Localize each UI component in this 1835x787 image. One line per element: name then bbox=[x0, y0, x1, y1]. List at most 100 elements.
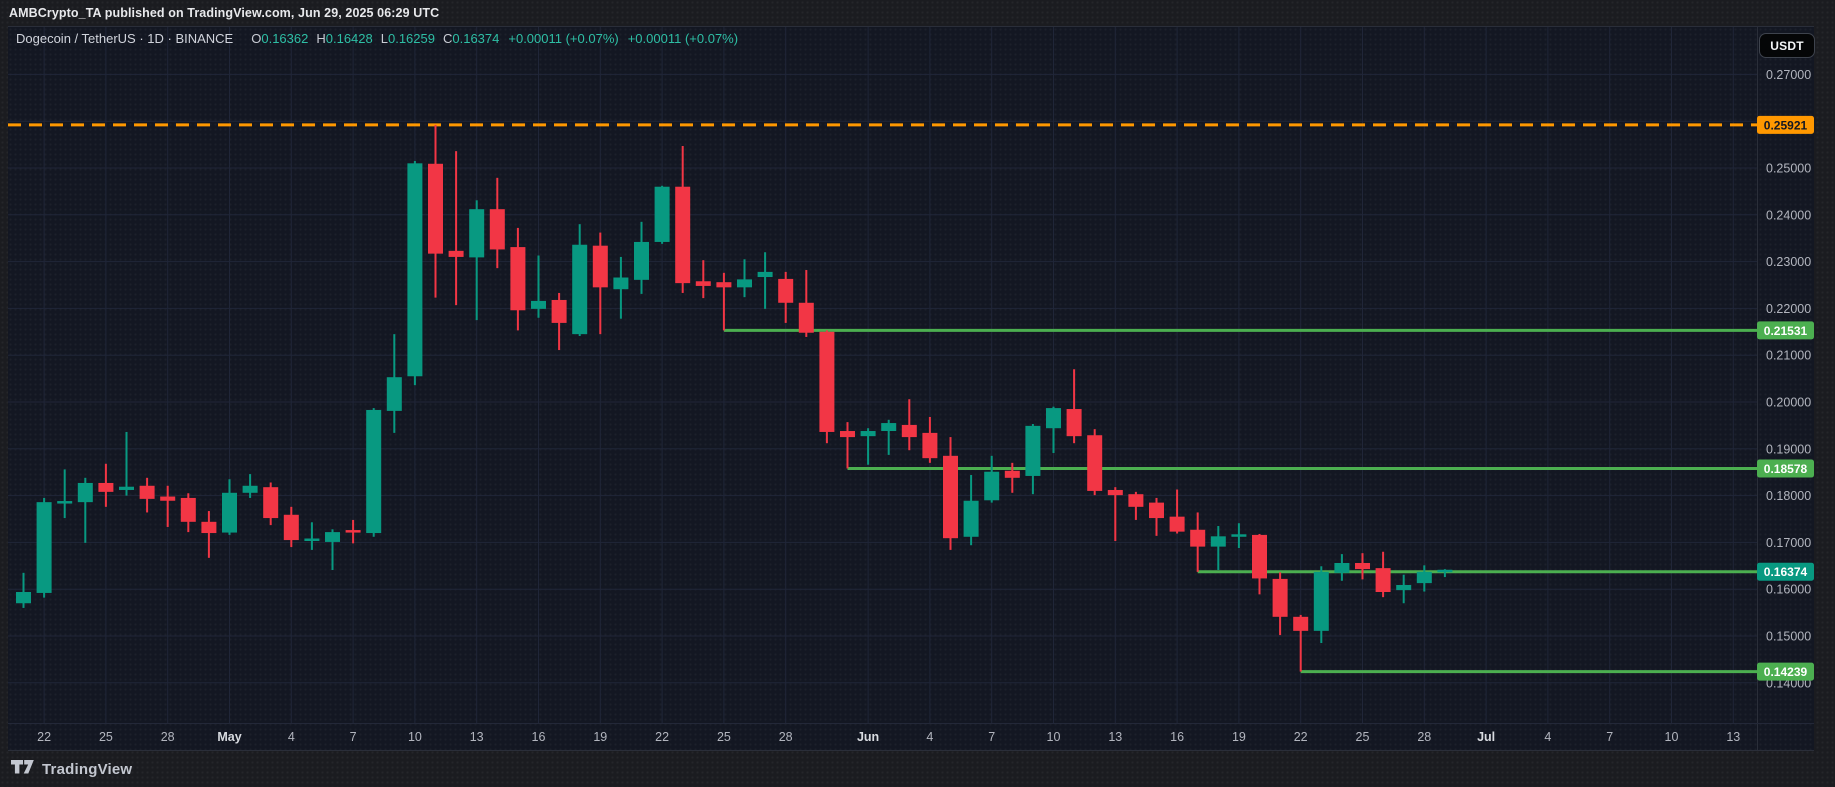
time-tick-label: 13 bbox=[1108, 730, 1122, 744]
candle-body bbox=[654, 186, 670, 242]
time-tick-label: 7 bbox=[350, 730, 357, 744]
candle-body bbox=[1293, 616, 1309, 631]
candle bbox=[1437, 569, 1453, 578]
candle-body bbox=[283, 514, 299, 541]
price-tick-label: 0.16000 bbox=[1766, 583, 1811, 597]
candle-body bbox=[36, 502, 52, 593]
candle-body bbox=[1375, 568, 1391, 593]
symbol-title[interactable]: Dogecoin / TetherUS · 1D · BINANCE bbox=[16, 31, 234, 46]
tradingview-brand-text[interactable]: TradingView bbox=[42, 761, 133, 778]
candle-wick bbox=[125, 431, 128, 496]
close-label: C bbox=[442, 31, 453, 46]
candle-body bbox=[366, 409, 382, 534]
candle-body bbox=[242, 485, 258, 493]
price-tick-label: 0.24000 bbox=[1766, 208, 1811, 222]
candle-body bbox=[1416, 571, 1432, 584]
candle-body bbox=[963, 500, 979, 537]
candle bbox=[1107, 487, 1123, 541]
level-price-label-text: 0.14239 bbox=[1764, 665, 1808, 679]
candle-body bbox=[634, 241, 649, 280]
time-tick-label: 4 bbox=[288, 730, 295, 744]
candle bbox=[139, 477, 155, 513]
candle-wick bbox=[207, 511, 210, 558]
candle bbox=[1169, 489, 1185, 534]
footer-bar: TradingView bbox=[0, 752, 1835, 787]
candle-body bbox=[1190, 529, 1206, 547]
price-tick-label: 0.22000 bbox=[1766, 302, 1811, 316]
candle-wick bbox=[722, 272, 725, 331]
candle bbox=[695, 260, 711, 299]
currency-usdt-button[interactable]: USDT bbox=[1759, 33, 1815, 58]
candle-body bbox=[16, 592, 31, 604]
candle-wick bbox=[1073, 369, 1076, 444]
candle bbox=[860, 428, 876, 465]
change-secondary-value: +0.00011 (+0.07%) bbox=[627, 31, 739, 46]
candle bbox=[881, 419, 897, 455]
candle-body bbox=[1334, 562, 1350, 573]
candle bbox=[1313, 566, 1329, 644]
time-tick-label: 13 bbox=[470, 730, 484, 744]
candle-body bbox=[901, 424, 917, 438]
candle bbox=[1087, 429, 1103, 496]
candle bbox=[798, 270, 814, 337]
candle bbox=[1149, 497, 1164, 536]
low-value: 0.16259 bbox=[387, 31, 435, 46]
candle-body bbox=[1272, 578, 1288, 617]
candle-body bbox=[77, 482, 93, 503]
candle bbox=[716, 272, 732, 331]
candle bbox=[1190, 512, 1206, 572]
candle-body bbox=[1087, 435, 1103, 491]
candle-wick bbox=[1217, 526, 1220, 571]
time-tick-label: May bbox=[217, 730, 241, 744]
candle bbox=[489, 177, 505, 269]
candle-body bbox=[407, 163, 423, 377]
candle-wick bbox=[1052, 406, 1055, 454]
chart-canvas[interactable] bbox=[8, 27, 1757, 723]
candle bbox=[1293, 614, 1309, 672]
candle bbox=[1046, 406, 1061, 454]
candle bbox=[757, 252, 773, 309]
current-price-label bbox=[1757, 562, 1814, 581]
candle-body bbox=[1313, 571, 1329, 631]
candle-wick bbox=[702, 260, 705, 299]
time-tick-label: 16 bbox=[532, 730, 546, 744]
candle bbox=[1355, 553, 1370, 580]
candle-body bbox=[1149, 502, 1164, 519]
close-value: 0.16374 bbox=[452, 31, 500, 46]
candle-body bbox=[1252, 534, 1267, 579]
level-price-label-text: 0.18578 bbox=[1764, 462, 1808, 476]
candle-wick bbox=[166, 485, 169, 527]
candle-wick bbox=[63, 469, 66, 519]
candle bbox=[304, 522, 320, 550]
open-label: O bbox=[251, 31, 262, 46]
tradingview-logo-icon[interactable] bbox=[11, 760, 34, 779]
candle-wick bbox=[1114, 487, 1117, 541]
candle-body bbox=[510, 247, 526, 311]
time-tick-label: 4 bbox=[1544, 730, 1551, 744]
candle bbox=[592, 232, 608, 335]
level-price-label bbox=[1757, 115, 1814, 134]
candle-wick bbox=[743, 259, 746, 298]
time-tick-label: 25 bbox=[99, 730, 113, 744]
candle bbox=[1272, 572, 1288, 636]
candle-body bbox=[592, 245, 608, 288]
time-tick-label: 7 bbox=[1606, 730, 1613, 744]
level-price-label-text: 0.25921 bbox=[1764, 118, 1808, 132]
time-tick-label: 22 bbox=[1294, 730, 1308, 744]
candle-wick bbox=[22, 572, 25, 608]
level-price-label bbox=[1757, 662, 1814, 681]
candle bbox=[1396, 574, 1412, 604]
level-price-label bbox=[1757, 321, 1814, 340]
candle bbox=[675, 146, 691, 293]
candle-body bbox=[984, 471, 1000, 501]
current-price-label-text: 0.16374 bbox=[1764, 565, 1808, 579]
candle-wick bbox=[331, 529, 334, 571]
candle-body bbox=[881, 423, 897, 432]
candle bbox=[613, 256, 629, 319]
time-tick-label: 28 bbox=[1417, 730, 1431, 744]
candle bbox=[407, 160, 423, 386]
candle-body bbox=[304, 538, 320, 541]
candle-body bbox=[675, 186, 691, 284]
symbol-legend[interactable]: Dogecoin / TetherUS · 1D · BINANCE O 0.163… bbox=[16, 31, 738, 46]
